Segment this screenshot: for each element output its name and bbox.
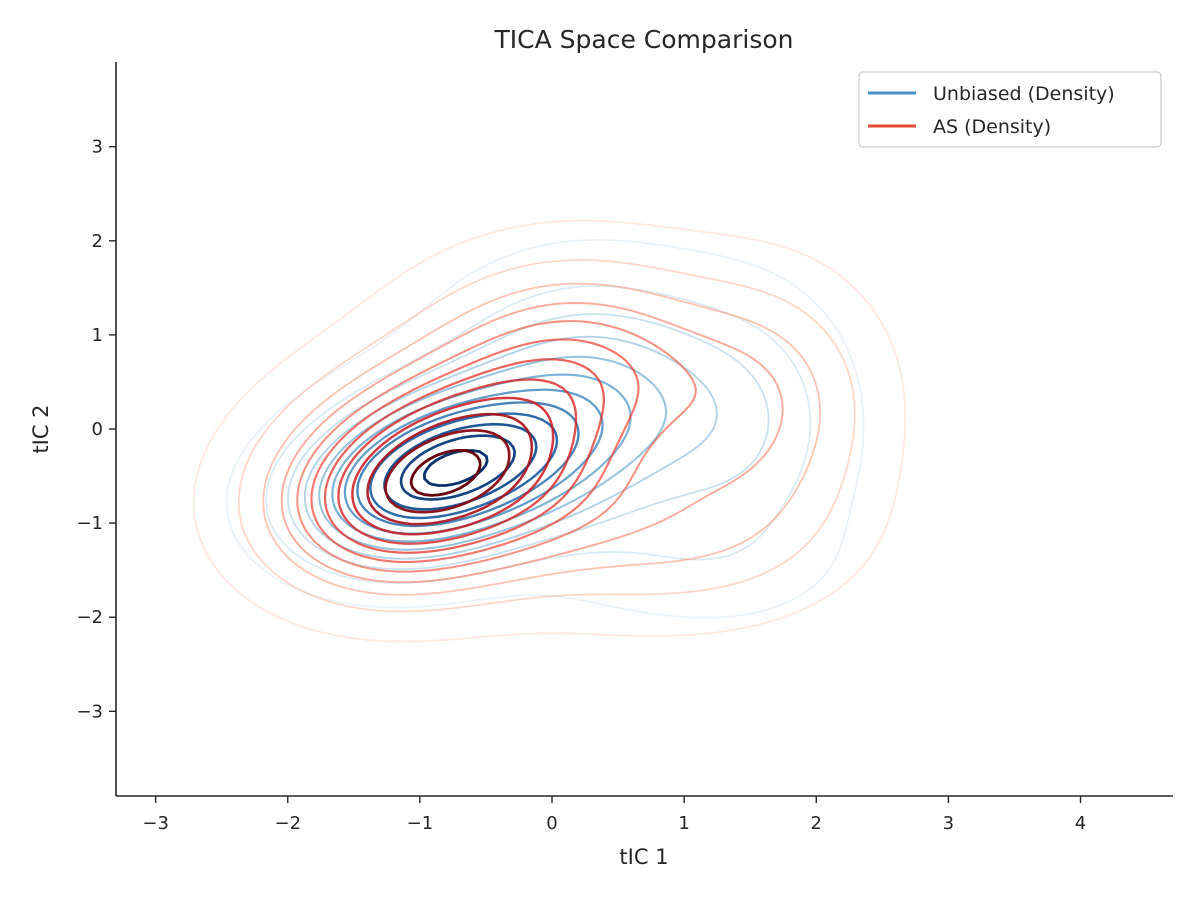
y-axis-label: tIC 2 [29, 404, 53, 453]
legend-label-as: AS (Density) [933, 116, 1051, 138]
y-tick-label: 1 [92, 325, 103, 346]
legend: Unbiased (Density) AS (Density) [858, 71, 1162, 148]
contour-level-line [265, 285, 812, 584]
series-contours-1 [193, 219, 906, 643]
contour-level-line [238, 259, 856, 613]
contour-level-line [366, 412, 534, 526]
y-tick-label: 2 [92, 231, 103, 252]
x-tick-label: 2 [811, 813, 822, 834]
series-contours-0 [225, 239, 865, 619]
x-tick-label: −1 [407, 813, 434, 834]
contour-level-line [296, 320, 697, 573]
chart-title: TICA Space Comparison [494, 25, 794, 54]
x-tick-label: 1 [678, 813, 689, 834]
x-axis-label: tIC 1 [619, 845, 668, 869]
contour-level-line [303, 335, 718, 560]
contour-level-line [280, 302, 784, 584]
contour-level-line [310, 338, 640, 564]
legend-frame [858, 71, 1162, 148]
y-tick-label: −3 [76, 701, 103, 722]
legend-label-unbiased: Unbiased (Density) [933, 83, 1115, 105]
contour-level-line [409, 448, 482, 497]
y-tick-label: 0 [92, 419, 103, 440]
contour-level-line [337, 378, 578, 545]
x-tick-label: 4 [1075, 813, 1086, 834]
x-ticks: −3 −2 −1 0 1 2 3 4 [142, 796, 1086, 834]
x-tick-label: −3 [142, 813, 169, 834]
contour-level-line [323, 358, 605, 554]
contour-level-line [193, 219, 906, 643]
y-ticks: −3 −2 −1 0 1 2 3 [76, 137, 116, 722]
contour-level-line [351, 396, 555, 536]
contour-level-line [384, 428, 511, 514]
x-tick-label: 3 [943, 813, 954, 834]
contour-level-line [399, 434, 516, 501]
contour-level-line [383, 422, 538, 511]
contour-layer [193, 219, 906, 643]
contour-level-line [262, 282, 822, 596]
x-tick-label: −2 [274, 813, 301, 834]
y-tick-label: −1 [76, 513, 103, 534]
y-tick-label: −2 [76, 607, 103, 628]
y-tick-label: 3 [92, 137, 103, 158]
x-tick-label: 0 [546, 813, 557, 834]
